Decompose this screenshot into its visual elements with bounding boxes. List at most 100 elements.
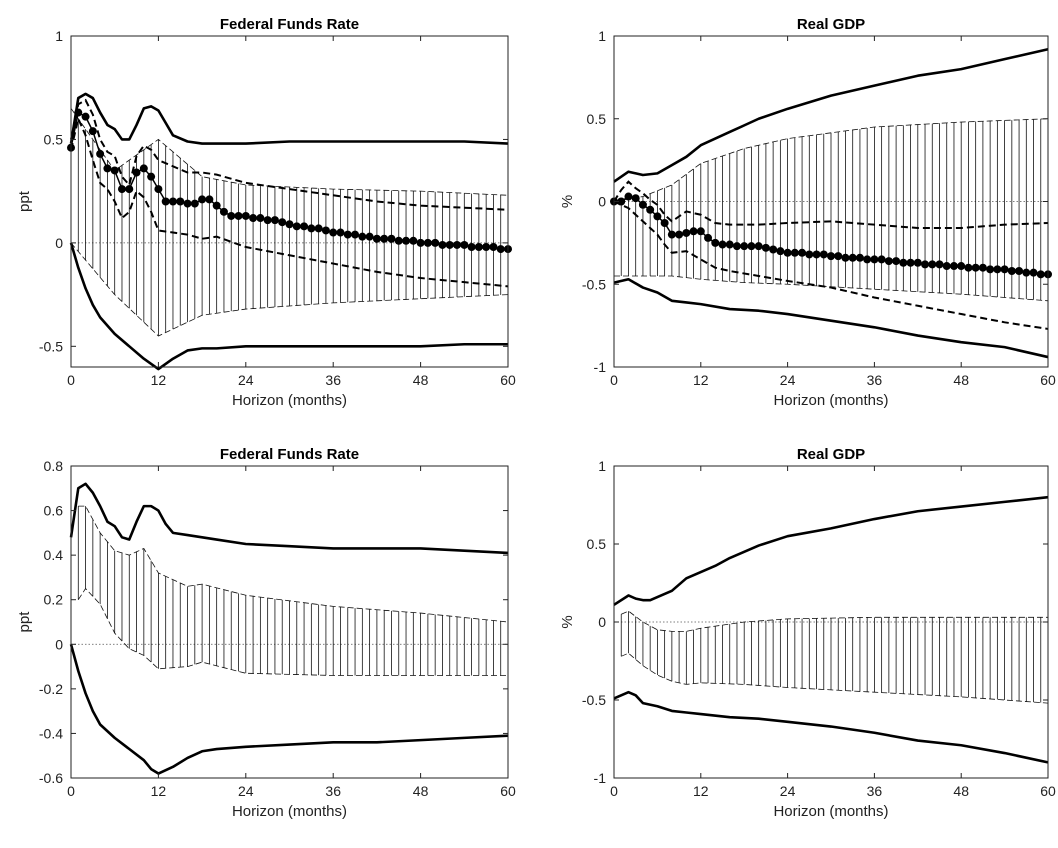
series-point [351, 230, 360, 239]
y-tick-label: 0 [55, 235, 63, 251]
chart-title: Real GDP [797, 16, 865, 33]
y-tick-label: 0.5 [44, 131, 64, 147]
series-line-dashed [70, 115, 509, 288]
series-point [285, 220, 294, 229]
y-tick-label: 0.8 [44, 458, 64, 474]
series-point [96, 149, 105, 158]
series-point [249, 214, 258, 223]
panel-ffr-bottom: Federal Funds Rate 0 12 24 36 48 60 -0.6 -0.4 -0.… [16, 446, 516, 820]
x-tick-label: 12 [693, 372, 709, 388]
series-point [646, 205, 655, 214]
y-tick-label: 1 [598, 28, 606, 44]
series-point [453, 240, 462, 249]
series-point [314, 224, 323, 233]
series-line-solid [613, 277, 1049, 359]
series-point [147, 172, 156, 181]
x-tick-label: 60 [1040, 372, 1056, 388]
y-tick-label: 0.6 [44, 503, 64, 519]
band-edge-lower [70, 242, 509, 337]
series-line-dashed [613, 180, 1049, 229]
series-point [740, 242, 749, 251]
series-point [971, 263, 980, 272]
series-point [241, 211, 250, 220]
x-axis-label: Horizon (months) [232, 392, 347, 409]
x-tick-label: 48 [953, 372, 969, 388]
series-point [638, 200, 647, 209]
series-point [783, 248, 792, 257]
series-point [358, 232, 367, 241]
series-point [877, 255, 886, 264]
series-point [718, 240, 727, 249]
series-point [190, 199, 199, 208]
series-point [754, 242, 763, 251]
band-edge-upper [70, 108, 509, 196]
series-point [689, 227, 698, 236]
x-tick-label: 24 [780, 372, 796, 388]
series-point [212, 201, 221, 210]
panel-gdp-top: Real GDP 0 12 24 36 48 60 -1 -0.5 0 0.5 1 Horizon (m… [559, 16, 1056, 409]
series-point [168, 197, 177, 206]
series-point [183, 199, 192, 208]
series-point [1029, 268, 1038, 277]
series-point [74, 108, 83, 117]
series-point [176, 197, 185, 206]
series-point [870, 255, 879, 264]
series-point [761, 243, 770, 252]
series-point [769, 245, 778, 254]
series-point [812, 250, 821, 259]
series-point [957, 262, 966, 271]
series-point [125, 185, 134, 194]
y-axis-label: % [559, 615, 576, 628]
series-point [935, 260, 944, 269]
series-line-solid [613, 495, 1049, 606]
y-tick-label: -0.5 [582, 692, 606, 708]
series-line-dashed [613, 200, 1049, 330]
y-tick-label: 0.5 [587, 111, 607, 127]
series-point [942, 262, 951, 271]
y-tick-label: -0.4 [39, 725, 63, 741]
series-point [696, 227, 705, 236]
band-edge-upper [78, 505, 509, 623]
series-point [198, 195, 207, 204]
series-point [899, 258, 908, 267]
x-tick-label: 0 [67, 372, 75, 388]
series-point [711, 238, 720, 247]
series-point [884, 257, 893, 266]
x-tick-label: 0 [610, 372, 618, 388]
series-point [409, 236, 418, 245]
y-tick-label: 1 [598, 458, 606, 474]
series-point [88, 127, 97, 136]
y-axis-label: % [559, 195, 576, 208]
series-point [653, 212, 662, 221]
series-point [117, 185, 126, 194]
y-tick-label: -0.2 [39, 681, 63, 697]
x-tick-label: 48 [413, 783, 429, 799]
x-axis-label: Horizon (months) [773, 392, 888, 409]
series-point [387, 234, 396, 243]
series-point [300, 222, 309, 231]
series-point [292, 222, 301, 231]
series-point [732, 242, 741, 251]
axes-box [70, 465, 509, 779]
band-edge-upper [613, 118, 1049, 202]
y-tick-label: 1 [55, 28, 63, 44]
chart-title: Federal Funds Rate [220, 446, 359, 463]
chart-title: Federal Funds Rate [220, 16, 359, 33]
series-point [307, 224, 316, 233]
series-point [372, 234, 381, 243]
series-line-dashed [70, 98, 509, 211]
x-tick-label: 24 [238, 783, 254, 799]
series-line-solid [69, 482, 509, 555]
series-point [841, 253, 850, 262]
series-point [496, 245, 505, 254]
y-tick-label: 0 [55, 636, 63, 652]
x-tick-label: 60 [1040, 783, 1056, 799]
x-tick-label: 60 [500, 783, 516, 799]
series-point [81, 112, 90, 121]
series-point [790, 248, 799, 257]
series-point [336, 228, 345, 237]
x-tick-label: 12 [693, 783, 709, 799]
series-point [682, 228, 691, 237]
series-point [467, 243, 476, 252]
